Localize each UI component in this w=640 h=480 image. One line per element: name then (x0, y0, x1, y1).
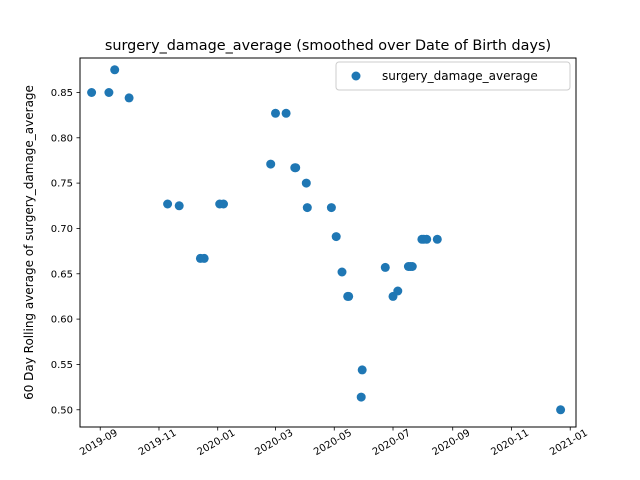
y-tick-label: 0.75 (51, 179, 73, 190)
points-layer (87, 65, 566, 415)
chart-title: surgery_damage_average (smoothed over Da… (105, 38, 551, 54)
data-point (432, 234, 442, 244)
data-point (337, 267, 347, 277)
data-point (407, 262, 417, 271)
y-axis: 0.50 0.55 0.60 0.65 0.70 0.75 0.80 0.85 (51, 88, 80, 416)
y-tick-label: 0.70 (51, 224, 73, 235)
y-tick-label: 0.65 (51, 269, 73, 280)
data-point (556, 405, 566, 415)
data-point (291, 163, 301, 173)
data-point (266, 159, 276, 169)
data-point (331, 232, 341, 242)
legend-label: surgery_damage_average (382, 69, 538, 83)
y-tick-label: 0.85 (51, 88, 73, 99)
legend: surgery_damage_average (335, 61, 571, 91)
data-point (110, 65, 120, 75)
data-point (199, 253, 209, 263)
data-point (301, 178, 311, 188)
data-point (219, 199, 228, 209)
plot-frame (79, 57, 577, 428)
data-point (422, 234, 432, 244)
legend-marker (351, 71, 361, 81)
data-point (87, 88, 97, 97)
data-point (380, 262, 390, 272)
data-point (302, 203, 312, 213)
data-point (163, 199, 173, 209)
data-point (124, 93, 134, 103)
y-tick-label: 0.60 (51, 315, 73, 326)
data-point (271, 108, 280, 118)
data-point (174, 201, 184, 211)
data-point (326, 203, 336, 213)
y-tick-label: 0.80 (51, 133, 73, 144)
data-point (281, 108, 291, 118)
data-point (104, 88, 114, 97)
data-point (393, 286, 403, 296)
data-point (344, 291, 354, 301)
legend-box (335, 61, 571, 91)
data-point (357, 365, 367, 375)
y-tick-label: 0.50 (51, 405, 73, 416)
y-axis-label: 60 Day Rolling average of surgery_damage… (22, 85, 36, 400)
data-point (356, 392, 366, 402)
y-tick-label: 0.55 (51, 360, 73, 371)
